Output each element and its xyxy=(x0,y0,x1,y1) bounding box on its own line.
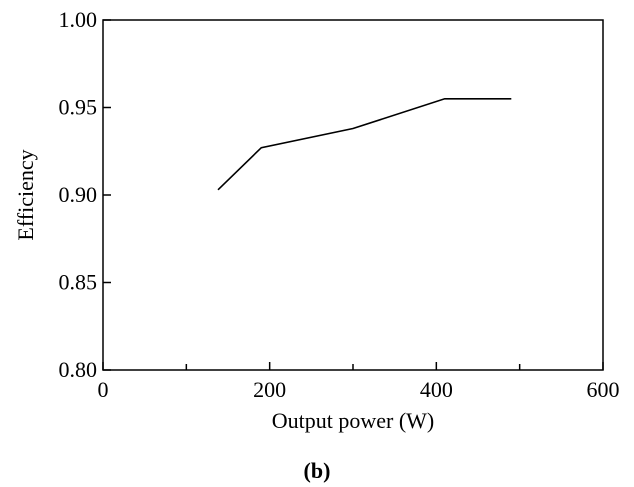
series-layer xyxy=(217,98,512,191)
x-axis-label: Output power (W) xyxy=(272,408,435,433)
x-tick-label: 0 xyxy=(98,377,109,402)
x-tick-label: 600 xyxy=(587,377,620,402)
y-tick-label: 0.90 xyxy=(59,182,98,207)
y-tick-label: 0.85 xyxy=(59,270,98,295)
efficiency-series-line xyxy=(217,98,512,191)
x-tick-label: 200 xyxy=(253,377,286,402)
figure-caption: (b) xyxy=(304,458,331,483)
y-axis-label: Efficiency xyxy=(13,149,38,240)
y-tick-label: 1.00 xyxy=(59,7,98,32)
plot-area-frame xyxy=(102,19,604,371)
y-tick-label: 0.95 xyxy=(59,95,98,120)
x-tick-label: 400 xyxy=(420,377,453,402)
x-axis-ticks: 0 200 400 600 xyxy=(98,362,620,402)
y-tick-label: 0.80 xyxy=(59,357,98,382)
y-axis-ticks: 0.80 0.85 0.90 0.95 1.00 xyxy=(59,7,111,382)
